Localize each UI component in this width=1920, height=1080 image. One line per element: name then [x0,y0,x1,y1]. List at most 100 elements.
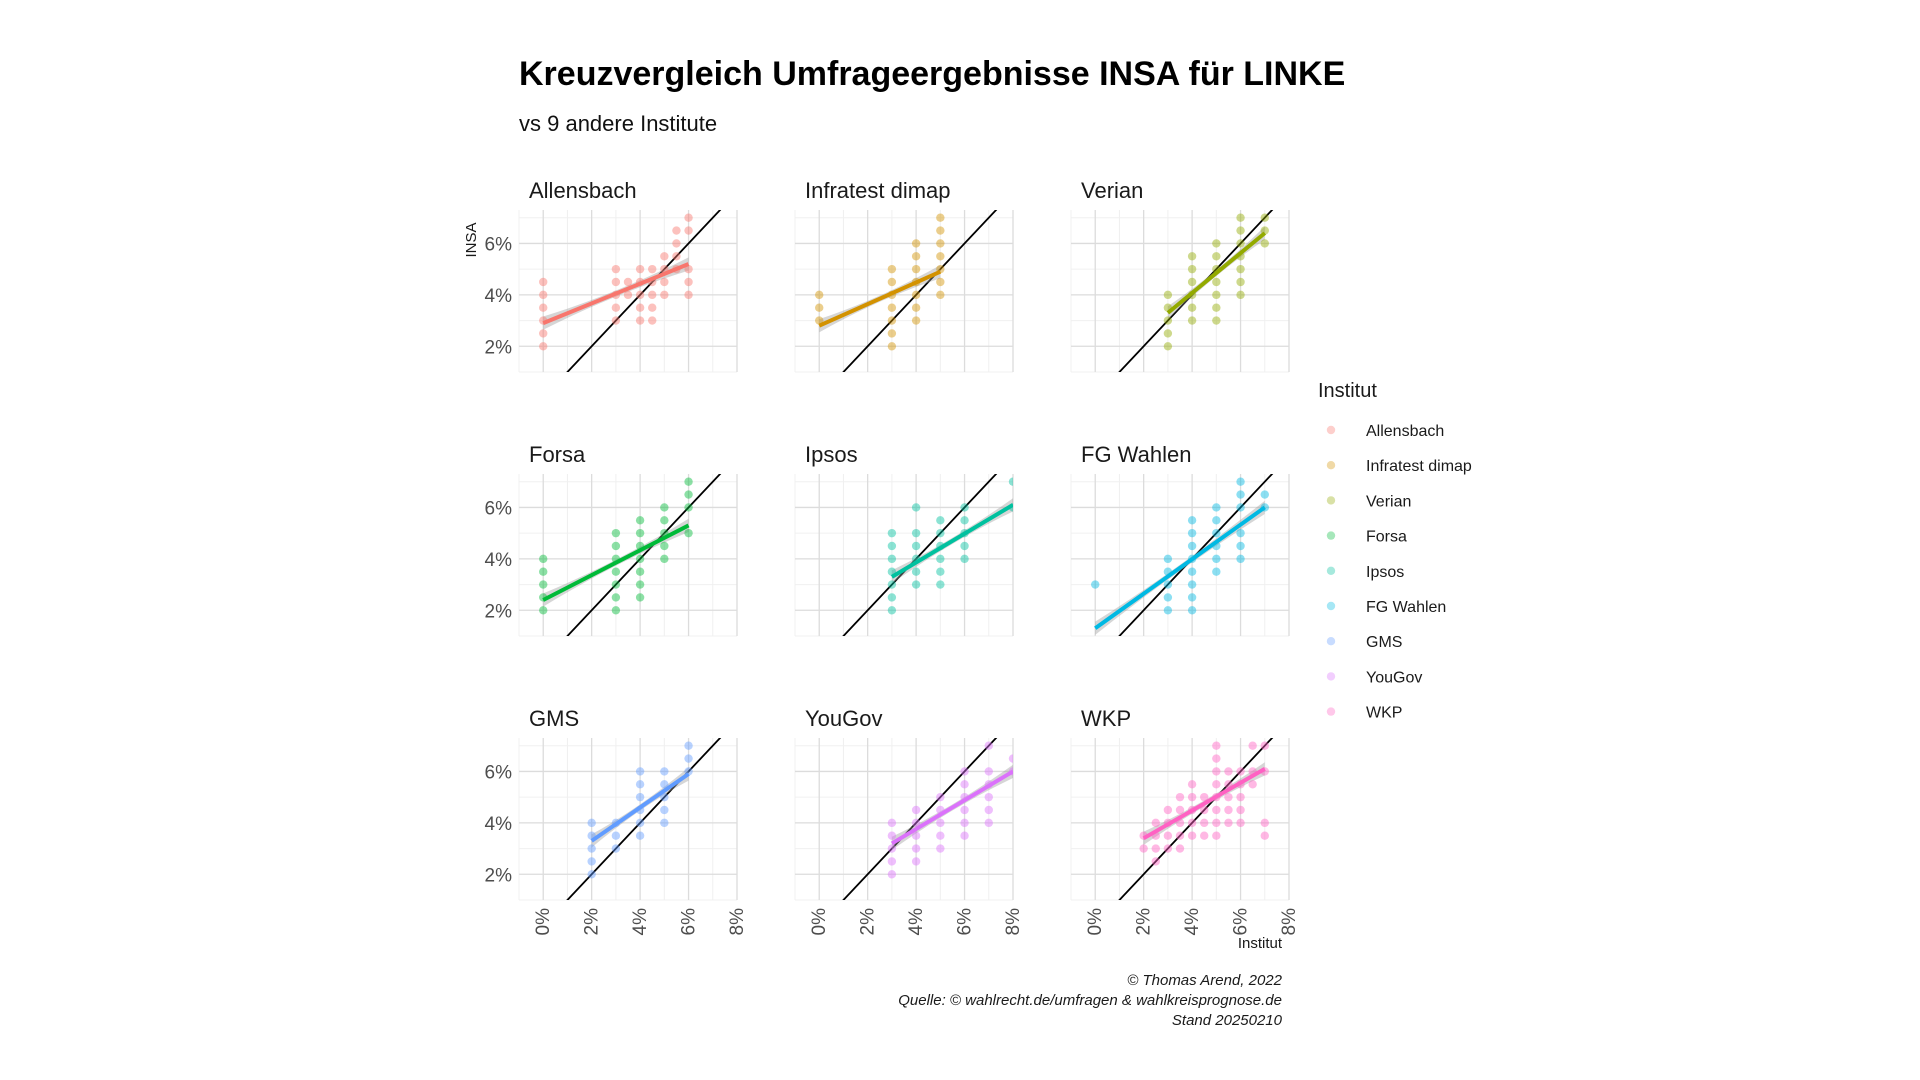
data-point [936,831,945,840]
facet-wkp: WKP 0% 2% 4% 6% 8% [1070,706,1300,936]
data-point [1187,831,1197,840]
legend-item: Ipsos [1366,564,1404,581]
data-point [611,303,621,312]
data-point [1212,567,1221,576]
data-point [660,780,669,789]
data-point [936,277,945,287]
data-point [887,844,897,853]
data-point [1212,831,1221,840]
regression-line [890,503,1013,579]
data-point [1187,264,1197,274]
plot-area [842,474,1013,636]
data-point [887,541,897,551]
data-point [984,818,993,828]
data-point [887,342,897,351]
data-point [960,516,969,525]
data-point [936,567,945,576]
data-point [887,528,897,538]
data-point [1163,805,1173,815]
data-point [887,303,897,312]
data-point [660,805,669,815]
data-point [611,831,621,840]
facet-label: GMS [529,706,579,731]
data-point [936,252,945,261]
data-point [539,342,548,351]
facet-label: Verian [1081,178,1143,203]
data-point [936,580,945,589]
data-point [539,606,548,615]
data-point [1187,252,1197,261]
data-point [960,503,969,512]
data-point [611,277,621,287]
data-point [936,290,945,300]
data-point [911,264,921,274]
data-point [635,290,645,300]
data-point [887,264,897,274]
data-point [1187,277,1197,287]
x-tick-label: 4% [1182,908,1203,936]
data-point [887,857,897,866]
data-point [887,277,897,287]
y-tick-label: 2% [485,337,513,358]
caption-source: Quelle: © wahlrecht.de/umfragen & wahlkr… [898,992,1282,1009]
data-point [1212,805,1221,815]
data-point [587,870,596,879]
data-point [684,213,693,222]
data-point [984,741,993,750]
data-point [539,554,548,564]
facet-label: Ipsos [805,442,858,467]
data-point [660,290,669,300]
facet-label: Allensbach [529,178,637,203]
data-point [660,818,669,828]
x-tick-label: 8% [1279,908,1300,936]
data-point [635,303,645,312]
data-point [539,329,548,338]
data-point [1187,541,1197,551]
data-point [635,554,645,564]
data-point [1236,213,1245,222]
data-point [1163,593,1173,602]
data-point [660,541,669,551]
identity-line [842,210,998,372]
data-point [635,792,645,802]
data-point [960,780,969,789]
data-point [1212,780,1221,789]
data-point [1212,767,1221,776]
data-point [960,541,969,551]
data-point [684,264,693,274]
data-point [1151,857,1160,866]
data-point [1236,477,1245,486]
data-point [648,316,657,325]
data-point [1224,792,1233,802]
facet-panels: Allensbach 2% 4% 6% Infratest dimap Verian For… [485,178,1300,936]
plot-area [566,738,722,900]
data-point [587,818,596,828]
data-point [1224,767,1233,776]
data-point [887,818,897,828]
data-point [1260,831,1269,840]
data-point [887,870,897,879]
x-tick-label: 4% [906,908,927,936]
data-point [1163,290,1173,300]
identity-line [1118,738,1274,900]
regression-line [818,269,942,328]
data-point [611,316,621,325]
data-point [936,818,945,828]
data-point [911,528,921,538]
caption-date: Stand 20250210 [1172,1012,1283,1029]
data-point [635,528,645,538]
facet-label: Forsa [529,442,586,467]
caption-copyright: © Thomas Arend, 2022 [1127,972,1282,989]
plot-area [539,210,722,372]
data-point [960,767,969,776]
data-point [936,844,945,853]
data-point [1236,541,1245,551]
x-tick-label: 4% [630,908,651,936]
y-tick-label: 2% [485,601,513,622]
data-point [635,593,645,602]
data-point [635,567,645,576]
data-point [684,490,693,499]
data-point [960,831,969,840]
data-point [539,290,548,300]
legend-key [1326,601,1336,611]
